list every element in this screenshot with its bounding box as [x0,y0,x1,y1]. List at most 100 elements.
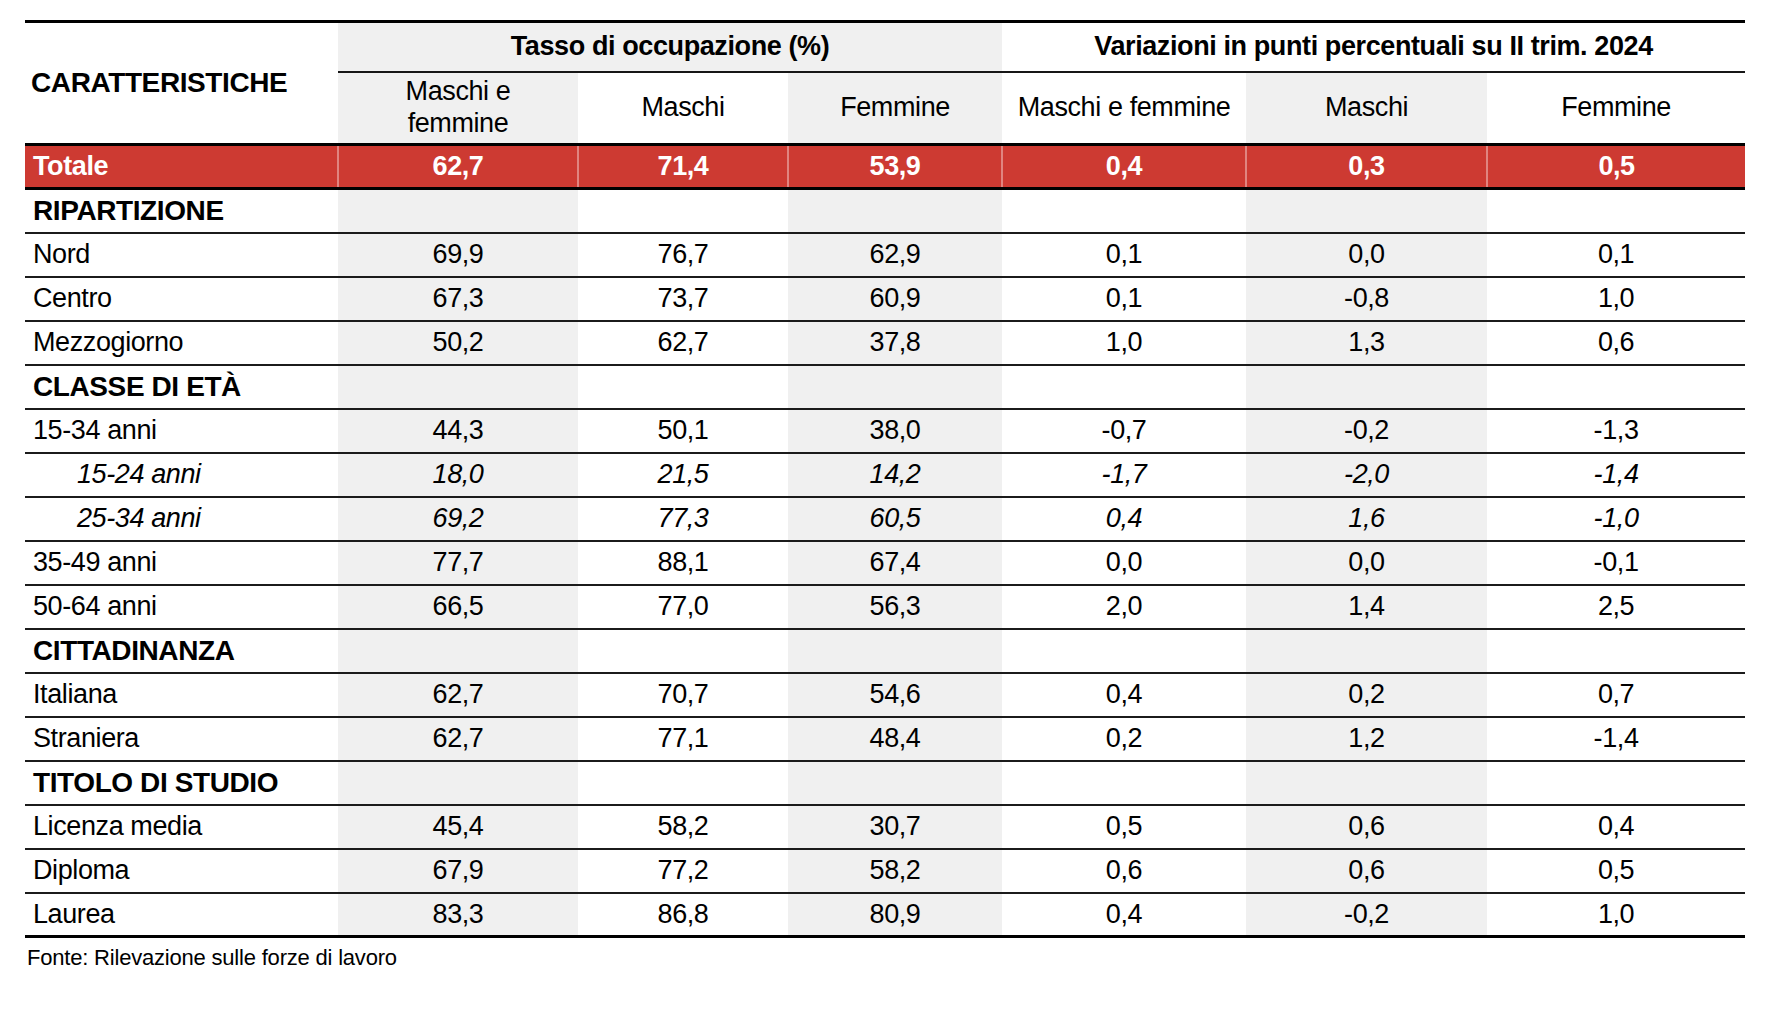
table-row: 15-34 anni44,350,138,0-0,7-0,2-1,3 [25,409,1745,453]
empty-cell [1002,761,1246,805]
table-row: 50-64 anni66,577,056,32,01,42,5 [25,585,1745,629]
value-cell: 69,9 [338,233,578,277]
value-cell: 58,2 [578,805,788,849]
value-cell: -1,4 [1487,717,1745,761]
section-title: RIPARTIZIONE [25,189,338,233]
value-cell: 0,4 [1002,673,1246,717]
table-row: Nord69,976,762,90,10,00,1 [25,233,1745,277]
value-cell: 67,3 [338,277,578,321]
value-cell: 48,4 [788,717,1002,761]
value-cell: 60,5 [788,497,1002,541]
value-cell: -0,8 [1246,277,1487,321]
value-cell: 86,8 [578,893,788,937]
empty-cell [338,189,578,233]
table-row: Centro67,373,760,90,1-0,81,0 [25,277,1745,321]
value-cell: 56,3 [788,585,1002,629]
empty-cell [788,365,1002,409]
empty-cell [338,365,578,409]
section-header-row: CLASSE DI ETÀ [25,365,1745,409]
value-cell: 0,0 [1002,541,1246,585]
sub-header-males-rate: Maschi [578,72,788,145]
sub-header-females-var: Femmine [1487,72,1745,145]
table-row: Straniera62,777,148,40,21,2-1,4 [25,717,1745,761]
empty-cell [1002,189,1246,233]
group-header-occupation-rate: Tasso di occupazione (%) [338,22,1002,72]
value-cell: 76,7 [578,233,788,277]
sub-header-males-var: Maschi [1246,72,1487,145]
section-title: TITOLO DI STUDIO [25,761,338,805]
empty-cell [1246,761,1487,805]
total-value-cell: 53,9 [788,145,1002,189]
value-cell: -1,4 [1487,453,1745,497]
value-cell: 1,0 [1487,893,1745,937]
value-cell: 2,5 [1487,585,1745,629]
value-cell: 62,7 [338,673,578,717]
empty-cell [1002,365,1246,409]
value-cell: -0,2 [1246,893,1487,937]
row-label: 35-49 anni [25,541,338,585]
value-cell: -2,0 [1246,453,1487,497]
table-row: Diploma67,977,258,20,60,60,5 [25,849,1745,893]
value-cell: 62,7 [578,321,788,365]
value-cell: 0,1 [1002,233,1246,277]
value-cell: 62,7 [338,717,578,761]
value-cell: 18,0 [338,453,578,497]
value-cell: -0,7 [1002,409,1246,453]
row-label: Laurea [25,893,338,937]
value-cell: 73,7 [578,277,788,321]
empty-cell [578,761,788,805]
sub-header-males-females-var: Maschi e femmine [1002,72,1246,145]
row-label: 50-64 anni [25,585,338,629]
empty-cell [578,365,788,409]
empty-cell [1246,365,1487,409]
value-cell: 1,0 [1002,321,1246,365]
empty-cell [1487,629,1745,673]
value-cell: 77,2 [578,849,788,893]
row-label: Nord [25,233,338,277]
empty-cell [1487,761,1745,805]
table-row: Laurea83,386,880,90,4-0,21,0 [25,893,1745,937]
value-cell: 0,6 [1246,805,1487,849]
section-title: CLASSE DI ETÀ [25,365,338,409]
empty-cell [1487,365,1745,409]
empty-cell [1487,189,1745,233]
value-cell: -1,3 [1487,409,1745,453]
value-cell: 0,6 [1002,849,1246,893]
value-cell: 54,6 [788,673,1002,717]
row-label: 15-34 anni [25,409,338,453]
value-cell: 0,2 [1002,717,1246,761]
empty-cell [338,629,578,673]
value-cell: 70,7 [578,673,788,717]
sub-header-females-rate: Femmine [788,72,1002,145]
value-cell: 58,2 [788,849,1002,893]
value-cell: 0,4 [1002,893,1246,937]
value-cell: 77,7 [338,541,578,585]
value-cell: 62,9 [788,233,1002,277]
group-header-variations: Variazioni in punti percentuali su II tr… [1002,22,1745,72]
value-cell: 88,1 [578,541,788,585]
value-cell: 50,1 [578,409,788,453]
value-cell: 1,3 [1246,321,1487,365]
section-header-row: TITOLO DI STUDIO [25,761,1745,805]
value-cell: 21,5 [578,453,788,497]
row-label: Centro [25,277,338,321]
value-cell: -1,7 [1002,453,1246,497]
value-cell: 60,9 [788,277,1002,321]
empty-cell [1246,189,1487,233]
value-cell: 45,4 [338,805,578,849]
value-cell: 14,2 [788,453,1002,497]
total-value-cell: 71,4 [578,145,788,189]
value-cell: 67,4 [788,541,1002,585]
total-value-cell: 0,5 [1487,145,1745,189]
table-row: Italiana62,770,754,60,40,20,7 [25,673,1745,717]
value-cell: 0,6 [1487,321,1745,365]
total-row-label: Totale [25,145,338,189]
row-label: Licenza media [25,805,338,849]
value-cell: 0,0 [1246,541,1487,585]
value-cell: 0,0 [1246,233,1487,277]
total-value-cell: 0,4 [1002,145,1246,189]
source-note: Fonte: Rilevazione sulle forze di lavoro [25,945,1745,971]
section-header-row: CITTADINANZA [25,629,1745,673]
value-cell: 0,5 [1002,805,1246,849]
empty-cell [338,761,578,805]
